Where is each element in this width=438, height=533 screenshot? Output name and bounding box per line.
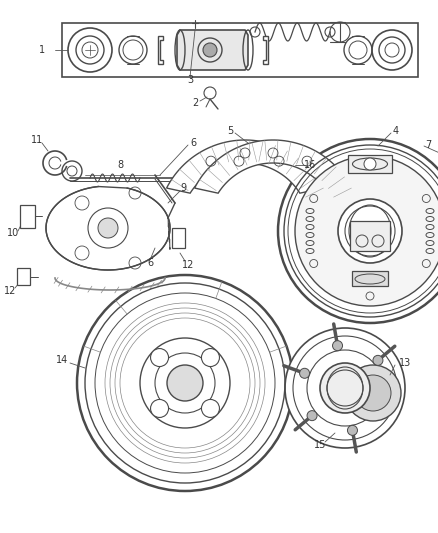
Polygon shape xyxy=(172,228,185,248)
Polygon shape xyxy=(177,30,248,70)
Circle shape xyxy=(345,365,401,421)
Text: 3: 3 xyxy=(187,75,193,85)
Circle shape xyxy=(98,218,118,238)
Circle shape xyxy=(373,356,383,365)
Text: 7: 7 xyxy=(425,140,431,150)
Text: 1: 1 xyxy=(39,45,45,55)
Text: 6: 6 xyxy=(190,138,196,148)
Polygon shape xyxy=(46,187,170,270)
Circle shape xyxy=(364,158,376,170)
Text: 12: 12 xyxy=(4,286,16,296)
Circle shape xyxy=(151,349,169,367)
Text: 10: 10 xyxy=(7,228,19,238)
Polygon shape xyxy=(158,36,163,64)
Text: 8: 8 xyxy=(117,160,123,170)
Circle shape xyxy=(295,156,438,306)
Text: 6: 6 xyxy=(147,258,153,268)
Text: 15: 15 xyxy=(314,440,326,450)
Circle shape xyxy=(167,365,203,401)
Circle shape xyxy=(285,328,405,448)
Circle shape xyxy=(300,368,310,378)
Text: 4: 4 xyxy=(393,126,399,136)
Circle shape xyxy=(307,410,317,421)
FancyBboxPatch shape xyxy=(350,221,390,251)
Text: 12: 12 xyxy=(182,260,194,270)
Circle shape xyxy=(151,399,169,417)
Circle shape xyxy=(201,399,219,417)
FancyBboxPatch shape xyxy=(348,155,392,173)
Text: 14: 14 xyxy=(56,355,68,365)
Text: 5: 5 xyxy=(227,126,233,136)
Circle shape xyxy=(320,363,370,413)
Text: 2: 2 xyxy=(192,98,198,108)
Polygon shape xyxy=(17,268,30,285)
Text: 13: 13 xyxy=(399,358,411,368)
Circle shape xyxy=(278,139,438,323)
Circle shape xyxy=(347,425,357,435)
Circle shape xyxy=(140,338,230,428)
Polygon shape xyxy=(263,36,268,64)
Circle shape xyxy=(332,341,343,351)
Text: 16: 16 xyxy=(304,160,316,170)
Circle shape xyxy=(355,375,391,411)
Polygon shape xyxy=(20,205,35,228)
Text: 11: 11 xyxy=(31,135,43,145)
Circle shape xyxy=(203,43,217,57)
Polygon shape xyxy=(166,140,323,193)
Circle shape xyxy=(201,349,219,367)
Text: 9: 9 xyxy=(180,183,186,193)
Circle shape xyxy=(77,275,293,491)
Polygon shape xyxy=(194,140,351,193)
FancyBboxPatch shape xyxy=(352,271,388,286)
Circle shape xyxy=(338,199,402,263)
FancyBboxPatch shape xyxy=(62,23,418,77)
